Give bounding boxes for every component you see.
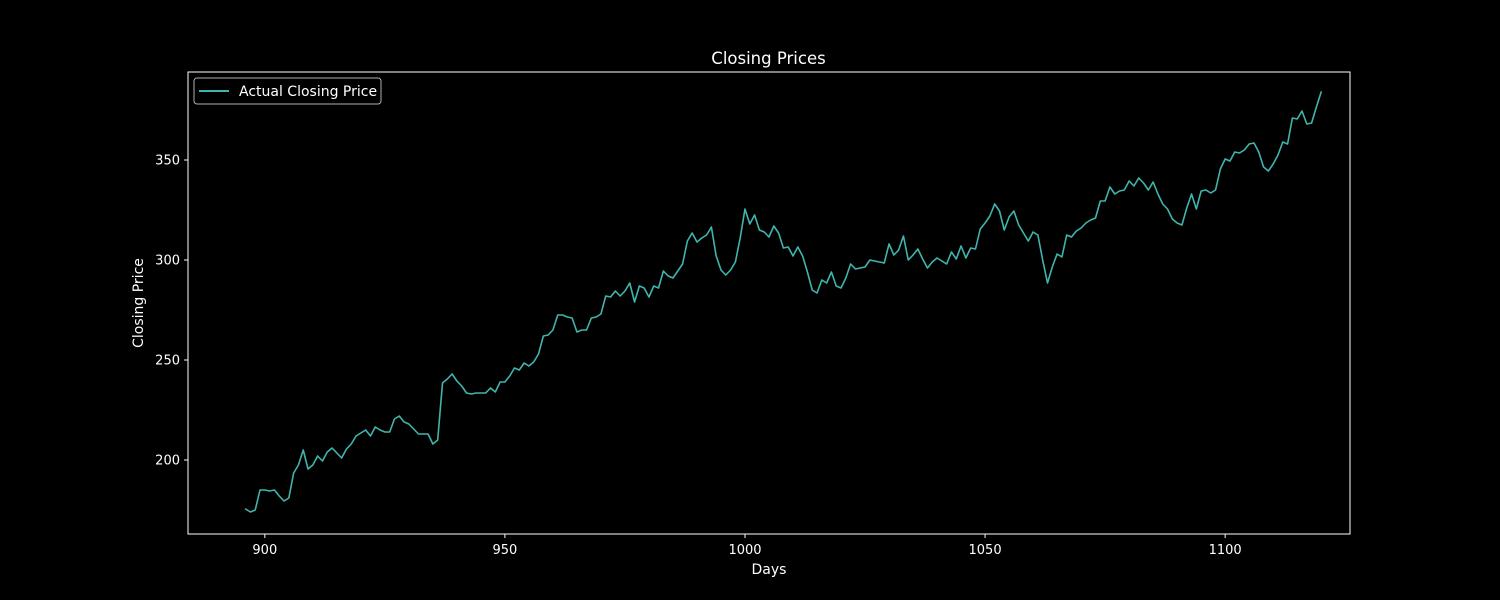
y-tick-label: 200: [155, 454, 180, 469]
chart-title: Closing Prices: [711, 49, 825, 68]
y-tick-label: 250: [155, 354, 180, 369]
x-axis-ticks: 900 950 1000 1050 1100: [252, 534, 1242, 558]
x-tick-label: 1000: [728, 543, 761, 558]
plot-area: [187, 71, 1351, 535]
x-tick-label: 1100: [1209, 543, 1242, 558]
x-tick-label: 950: [492, 543, 517, 558]
y-axis-label: Closing Price: [131, 258, 147, 348]
y-tick-label: 300: [155, 254, 180, 269]
x-tick-label: 1050: [969, 543, 1002, 558]
series-layer: [244, 91, 1322, 513]
legend-label: Actual Closing Price: [239, 84, 377, 100]
legend-box: [193, 77, 382, 105]
y-axis-ticks: 200 250 300 350: [155, 154, 188, 469]
x-axis-label: Days: [752, 562, 787, 578]
x-tick-label: 900: [252, 543, 277, 558]
series-line-actual-closing-price: [244, 91, 1322, 513]
y-tick-label: 350: [155, 154, 180, 169]
legend: Actual Closing Price: [193, 77, 382, 105]
